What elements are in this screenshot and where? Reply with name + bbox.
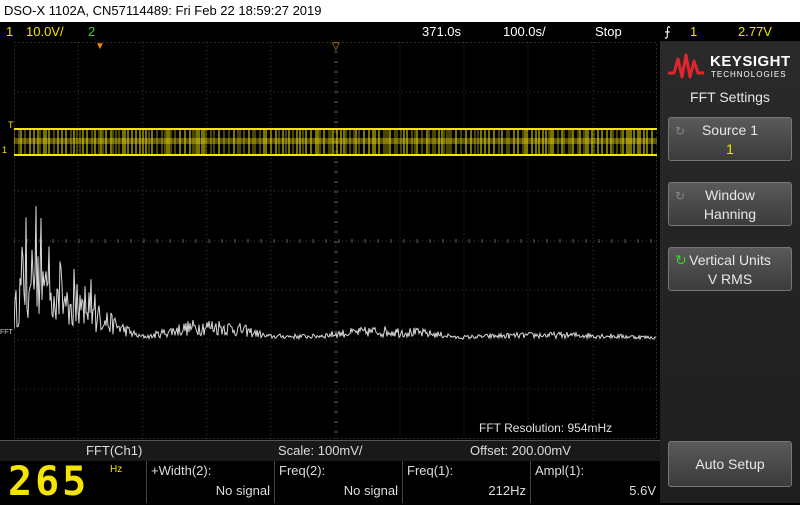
keysight-wave-icon — [668, 53, 704, 79]
status-bar: 1 10.0V/ 2 371.0s 100.0s/ Stop ⨍ 1 2.77V — [0, 22, 800, 41]
menu-title: FFT Settings — [690, 89, 770, 105]
measurement-bar: +Width(2): No signal Freq(2): No signal … — [0, 461, 660, 503]
source-softkey[interactable]: ↻ Source 1 1 — [668, 117, 792, 161]
fft-offset[interactable]: Offset: 200.00mV — [470, 443, 571, 458]
ch2-number[interactable]: 2 — [88, 24, 96, 39]
ch1-waveform-rail — [14, 154, 657, 156]
measurement-value: 5.6V — [629, 483, 656, 498]
measurement-label: Freq(2): — [279, 463, 326, 478]
fft-info-bar: FFT(Ch1) Scale: 100mV/ Offset: 200.00mV — [0, 440, 660, 461]
window-softkey[interactable]: ↻ Window Hanning — [668, 182, 792, 226]
trigger-position-marker-icon[interactable]: ▼ — [95, 41, 105, 52]
measurement-label: Ampl(1): — [535, 463, 585, 478]
softkey-panel: KEYSIGHT TECHNOLOGIES FFT Settings ↻ Sou… — [660, 41, 800, 503]
entry-knob-active-icon: ↻ — [675, 252, 687, 268]
measurement-ampl1[interactable]: Ampl(1): 5.6V — [530, 461, 660, 503]
fft-waveform — [14, 206, 657, 341]
ch1-number[interactable]: 1 — [6, 24, 14, 39]
ch1-scale[interactable]: 10.0V/ — [26, 24, 64, 39]
fft-source[interactable]: FFT(Ch1) — [86, 443, 143, 458]
measurement-freq1[interactable]: Freq(1): 212Hz — [402, 461, 530, 503]
trigger-level-marker[interactable]: T — [8, 120, 14, 130]
trigger-channel[interactable]: 1 — [690, 24, 698, 39]
ch1-waveform-fill — [14, 138, 657, 144]
measurement-value: No signal — [343, 483, 398, 498]
grid-background — [14, 42, 657, 439]
counter-unit: Hz — [110, 464, 123, 475]
measurement-freq2[interactable]: Freq(2): No signal — [274, 461, 402, 503]
softkey-value: Hanning — [703, 206, 757, 222]
brand-name: KEYSIGHT — [710, 53, 791, 70]
waveform-grid[interactable]: FFT Resolution: 954mHz — [14, 42, 657, 439]
ch1-ground-marker[interactable]: 1 — [2, 145, 8, 155]
run-state[interactable]: Stop — [595, 24, 622, 39]
vertical-units-softkey[interactable]: ↻ Vertical Units V RMS — [668, 247, 792, 291]
softkey-label: Source 1 — [701, 122, 759, 138]
entry-knob-icon: ↻ — [675, 124, 686, 138]
fft-scale[interactable]: Scale: 100mV/ — [278, 443, 363, 458]
counter-readout: 265 Hz — [4, 459, 144, 505]
measurement-width2[interactable]: +Width(2): No signal — [146, 461, 274, 503]
counter-value: 265 — [8, 459, 90, 505]
measurement-label: +Width(2): — [151, 463, 212, 478]
time-scale-value[interactable]: 100.0s/ — [503, 24, 546, 39]
trigger-level[interactable]: 2.77V — [738, 24, 772, 39]
measurement-label: Freq(1): — [407, 463, 454, 478]
keysight-logo: KEYSIGHT TECHNOLOGIES — [666, 51, 794, 85]
brand-subtitle: TECHNOLOGIES — [711, 70, 787, 79]
measurement-value: 212Hz — [488, 483, 526, 498]
softkey-value: 1 — [726, 141, 734, 157]
trigger-rising-edge-icon: ⨍ — [664, 24, 671, 39]
ch1-waveform — [14, 128, 657, 156]
timebase-value[interactable]: 371.0s — [422, 24, 462, 39]
softkey-label: Vertical Units — [689, 252, 771, 268]
entry-knob-icon: ↻ — [675, 189, 686, 203]
window-title: DSO-X 1102A, CN57114489: Fri Feb 22 18:5… — [4, 3, 322, 18]
fft-ground-marker[interactable]: FFT — [0, 329, 13, 336]
fft-resolution-label: FFT Resolution: 954mHz — [479, 421, 612, 435]
measurement-value: No signal — [215, 483, 270, 498]
softkey-value: V RMS — [707, 271, 753, 287]
ch1-waveform-rail — [14, 128, 657, 130]
softkey-label: Window — [705, 187, 755, 203]
window-title-bar: DSO-X 1102A, CN57114489: Fri Feb 22 18:5… — [0, 0, 800, 22]
auto-setup-softkey[interactable]: Auto Setup — [668, 441, 792, 487]
time-reference-marker-icon[interactable]: ▽ — [332, 41, 340, 52]
grid-center-ticks — [14, 42, 652, 433]
